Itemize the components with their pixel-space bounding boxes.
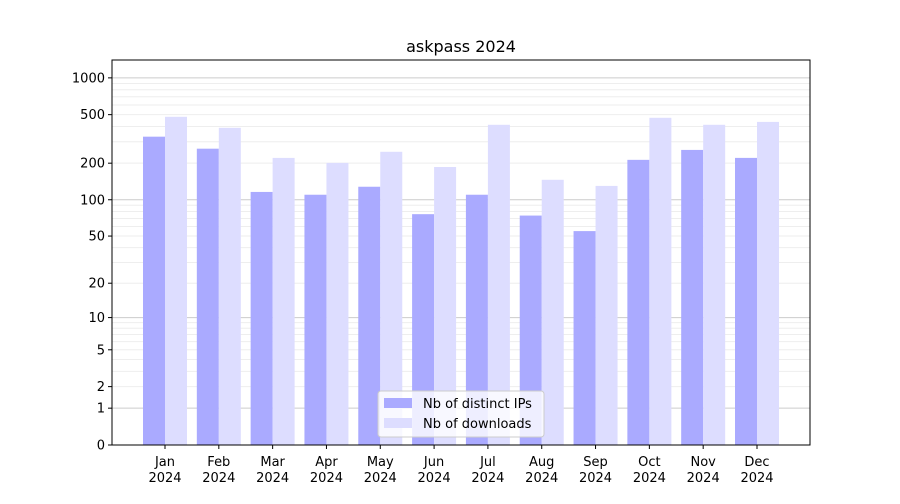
x-tick-label: Sep [583, 455, 608, 470]
x-tick-label: Jun [423, 455, 444, 470]
y-tick-label: 0 [97, 439, 105, 454]
legend-label: Nb of distinct IPs [423, 397, 532, 412]
x-tick-label: 2024 [525, 471, 558, 486]
bar-downloads [703, 124, 726, 445]
bar-distinct-ips [627, 159, 650, 445]
bar-distinct-ips [412, 214, 435, 445]
y-tick-label: 10 [88, 311, 105, 326]
y-tick-label: 2 [97, 380, 105, 395]
x-tick-label: Apr [315, 455, 338, 470]
bar-distinct-ips [465, 194, 488, 445]
legend-box [377, 390, 545, 438]
bar-downloads [649, 117, 672, 445]
x-tick-label: Jul [479, 455, 496, 470]
bar-downloads [487, 124, 510, 445]
y-tick-label: 100 [80, 193, 105, 208]
y-tick-label: 5 [97, 343, 105, 358]
bar-downloads [434, 167, 457, 445]
x-tick-label: 2024 [633, 471, 666, 486]
bar-downloads [541, 179, 564, 445]
bar-downloads [380, 151, 403, 445]
bar-distinct-ips [196, 148, 219, 445]
x-tick-label: 2024 [364, 471, 397, 486]
bar-distinct-ips [304, 194, 327, 445]
bar-downloads [326, 162, 349, 445]
bars [143, 116, 779, 446]
x-tick-label: 2024 [579, 471, 612, 486]
bar-downloads [595, 185, 618, 446]
bar-distinct-ips [250, 191, 273, 445]
x-tick-label: Mar [260, 455, 285, 470]
y-tick-label: 50 [88, 230, 105, 245]
bar-downloads [272, 157, 295, 446]
x-tick-label: Oct [638, 455, 660, 470]
x-tick-label: 2024 [471, 471, 504, 486]
x-tick-label: 2024 [418, 471, 451, 486]
x-tick-label: 2024 [740, 471, 773, 486]
legend: Nb of distinct IPs Nb of downloads [377, 390, 545, 438]
bar-downloads [757, 121, 779, 446]
x-tick-label: 2024 [687, 471, 720, 486]
x-tick-label: 2024 [256, 471, 289, 486]
x-tick-label: Nov [690, 455, 716, 470]
chart-title: askpass 2024 [406, 37, 516, 56]
bar-distinct-ips [358, 186, 381, 445]
x-tick-label: Feb [207, 455, 230, 470]
legend-label: Nb of downloads [423, 417, 532, 432]
x-tick-label: Aug [529, 455, 554, 470]
bar-downloads [165, 116, 187, 446]
x-tick-label: Jan [154, 455, 175, 470]
legend-swatch [384, 398, 412, 408]
bar-distinct-ips [519, 215, 542, 445]
x-tick-label: 2024 [148, 471, 181, 486]
y-tick-label: 500 [80, 108, 105, 123]
bar-distinct-ips [681, 149, 704, 445]
bar-distinct-ips [143, 136, 165, 446]
x-axis: Jan2024Feb2024Mar2024Apr2024May2024Jun20… [148, 445, 774, 486]
y-tick-label: 20 [88, 277, 105, 292]
bar-distinct-ips [573, 231, 596, 445]
bar-distinct-ips [735, 157, 757, 446]
x-tick-label: May [367, 455, 394, 470]
y-tick-label: 1 [97, 402, 105, 417]
x-tick-label: 2024 [202, 471, 235, 486]
x-tick-label: 2024 [310, 471, 343, 486]
y-axis: 0 1 2 5 10 20 50 100 200 500 1000 [72, 71, 112, 454]
bar-downloads [218, 127, 241, 445]
x-tick-label: Dec [744, 455, 769, 470]
y-tick-label: 200 [80, 157, 105, 172]
y-tick-label: 1000 [72, 71, 105, 86]
legend-swatch [384, 418, 412, 428]
plot-frame [111, 59, 811, 446]
